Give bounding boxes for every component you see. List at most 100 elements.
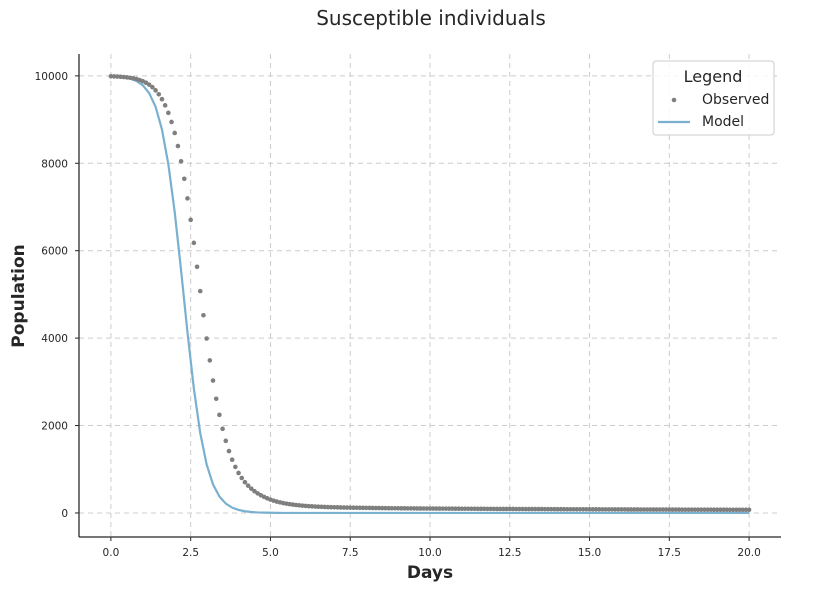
x-tick-label: 7.5: [342, 547, 359, 559]
observed-point: [156, 91, 162, 97]
y-tick-label: 8000: [41, 158, 68, 170]
observed-point: [590, 507, 596, 512]
observed-point: [450, 506, 455, 511]
y-tick-label: 10000: [35, 71, 68, 83]
observed-point: [354, 505, 359, 511]
observed-point: [644, 507, 650, 512]
x-tick-label: 17.5: [658, 547, 681, 559]
observed-point: [210, 378, 216, 383]
observed-point: [641, 507, 647, 512]
observed-point: [347, 505, 353, 510]
y-tick-label: 4000: [41, 333, 68, 345]
observed-point: [363, 505, 369, 511]
observed-point: [692, 507, 698, 512]
x-ticks: 0.0 2.5 5.0 7.5 10.0 12.5 15.0 17.5 20.0: [103, 537, 761, 559]
x-tick-label: 5.0: [262, 547, 279, 559]
legend: Legend Observed Model: [652, 60, 775, 136]
observed-point: [593, 507, 599, 512]
observed-point: [398, 506, 404, 511]
observed-point: [488, 506, 493, 512]
observed-point: [360, 505, 366, 511]
y-tick-label: 0: [61, 508, 68, 520]
observed-point: [689, 507, 694, 512]
legend-observed-marker: [671, 97, 677, 103]
observed-point: [727, 507, 733, 513]
observed-point: [663, 507, 669, 512]
y-ticks: 0 2000 4000 6000 8000 10000: [35, 71, 79, 520]
observed-point: [517, 506, 522, 512]
observed-point: [491, 506, 497, 512]
observed-point: [233, 464, 238, 470]
observed-point: [239, 475, 245, 481]
observed-point: [724, 507, 730, 513]
observed-point: [386, 505, 391, 511]
x-tick-label: 20.0: [737, 547, 760, 559]
observed-point: [568, 506, 573, 512]
observed-point: [481, 506, 487, 512]
observed-point: [236, 470, 241, 476]
observed-point: [501, 506, 506, 512]
observed-point: [443, 506, 449, 511]
observed-point: [539, 506, 544, 512]
observed-point: [453, 506, 458, 512]
observed-point: [213, 396, 219, 402]
observed-point: [730, 507, 736, 513]
observed-point: [561, 506, 567, 512]
observed-point: [548, 506, 554, 512]
observed-point: [654, 507, 659, 512]
observed-point: [217, 412, 222, 418]
observed-point: [229, 457, 235, 463]
observed-point: [395, 505, 401, 511]
observed-point: [507, 506, 513, 512]
observed-point: [459, 506, 465, 512]
observed-point: [223, 438, 229, 444]
y-axis-label: Population: [9, 244, 29, 347]
observed-point: [625, 507, 631, 512]
observed-point: [169, 119, 174, 125]
observed-point: [220, 426, 225, 432]
observed-point: [201, 312, 206, 318]
observed-point: [635, 507, 640, 512]
observed-point: [424, 506, 430, 511]
observed-point: [402, 506, 407, 511]
observed-point: [596, 507, 602, 512]
observed-point: [721, 507, 726, 513]
observed-point: [580, 506, 586, 512]
observed-point: [577, 506, 583, 512]
observed-point: [686, 507, 691, 512]
y-tick-label: 6000: [41, 246, 68, 258]
observed-point: [743, 507, 749, 513]
observed-point: [475, 506, 481, 512]
observed-point: [647, 507, 653, 512]
observed-point: [338, 505, 343, 510]
observed-point: [207, 358, 213, 363]
observed-point: [427, 506, 433, 511]
observed-point: [615, 507, 621, 512]
observed-point: [414, 506, 420, 511]
observed-point: [497, 506, 503, 512]
legend-observed-label: Observed: [702, 92, 769, 108]
observed-point: [351, 505, 356, 511]
observed-point: [628, 507, 634, 512]
observed-point: [657, 507, 663, 512]
observed-point: [679, 507, 685, 512]
observed-point: [440, 506, 446, 511]
observed-point: [166, 110, 171, 116]
observed-point: [711, 507, 717, 513]
observed-point: [606, 507, 611, 512]
observed-point: [682, 507, 688, 512]
observed-point: [584, 506, 589, 512]
observed-point: [405, 506, 410, 511]
observed-point: [478, 506, 484, 512]
observed-point: [667, 507, 672, 512]
observed-point: [494, 506, 500, 512]
observed-point: [197, 288, 203, 294]
observed-point: [552, 506, 557, 512]
observed-point: [392, 505, 398, 511]
observed-point: [437, 506, 442, 511]
observed-point: [695, 507, 701, 512]
observed-point: [182, 176, 187, 182]
observed-point: [603, 507, 608, 512]
observed-point: [159, 96, 165, 102]
observed-point: [172, 130, 178, 136]
